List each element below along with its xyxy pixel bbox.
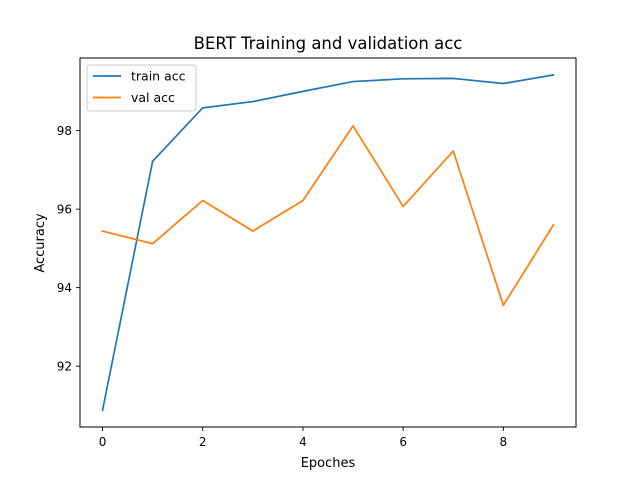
x-tick-label: 4 <box>299 435 307 449</box>
chart-title: BERT Training and validation acc <box>194 34 463 53</box>
y-tick-label: 96 <box>57 203 72 217</box>
series-line-val-acc <box>101 125 555 307</box>
x-axis-label: Epoches <box>301 456 356 471</box>
y-tick-label: 98 <box>57 124 72 138</box>
y-axis-label: Accuracy <box>33 213 48 273</box>
legend: train acc val acc <box>86 64 197 112</box>
x-tick-label: 6 <box>399 435 407 449</box>
legend-label: val acc <box>131 90 175 105</box>
x-tick-label: 8 <box>500 435 508 449</box>
y-tick-label: 94 <box>57 281 72 295</box>
axis-ticks: 0 2 4 6 8 92 94 96 98 <box>57 124 507 449</box>
series-lines <box>101 73 555 412</box>
plot-frame <box>79 57 577 428</box>
y-tick-label: 92 <box>57 360 72 374</box>
x-tick-label: 0 <box>99 435 107 449</box>
legend-label: train acc <box>131 69 186 84</box>
series-line-train-acc <box>101 73 555 412</box>
x-tick-label: 2 <box>199 435 207 449</box>
